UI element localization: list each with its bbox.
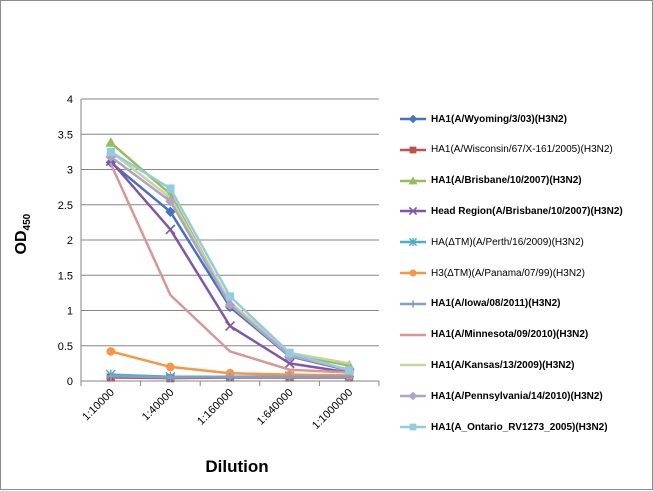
legend-swatch-marker xyxy=(408,175,418,184)
legend-item: HA1(A/Pennsylvania/14/2010)(H3N2) xyxy=(399,386,603,406)
legend-label: HA1(A/Minnesota/09/2010)(H3N2) xyxy=(431,329,589,341)
data-point xyxy=(225,372,235,382)
data-point xyxy=(224,320,236,332)
legend-swatch-marker xyxy=(408,238,418,247)
legend-label: Head Region(A/Brisbane/10/2007)(H3N2) xyxy=(431,205,623,217)
legend-swatch-marker xyxy=(408,207,418,216)
legend-label: HA1(A/Iowa/08/2011)(H3N2) xyxy=(431,298,561,310)
data-point xyxy=(106,147,115,156)
data-point xyxy=(285,348,294,357)
series-line xyxy=(109,161,351,372)
y-tick-label: 0.5 xyxy=(58,341,73,353)
legend-label: HA1(A/Brisbane/10/2007)(H3N2) xyxy=(431,175,582,187)
legend-label: HA1(A/Wyoming/3/03)(H3N2) xyxy=(431,113,567,125)
legend-label: HA1(A/Wisconsin/67/X-161/2005)(H3N2) xyxy=(431,144,613,156)
legend-swatch-marker xyxy=(409,423,417,431)
legend-item: Head Region(A/Brisbane/10/2007)(H3N2) xyxy=(399,201,623,221)
y-tick-label: 4 xyxy=(67,94,73,106)
legend-swatch-marker xyxy=(409,300,417,308)
legend-label: H3(ΔTM)(A/Panama/07/99)(H3N2) xyxy=(431,267,585,279)
data-point xyxy=(225,292,235,301)
x-tick-label: 1:1000000 xyxy=(310,387,355,432)
legend-swatch-marker xyxy=(409,146,417,154)
data-point xyxy=(106,371,116,381)
legend-swatch xyxy=(400,114,426,124)
legend-item: HA1(A/Kansas/13/2009)(H3N2) xyxy=(399,355,574,375)
legend-swatch xyxy=(400,391,426,401)
marker-x-stroke xyxy=(284,358,295,369)
y-tick-label: 3 xyxy=(67,165,73,177)
data-point xyxy=(105,137,117,147)
marker-x-stroke xyxy=(224,320,236,332)
x-tick-label: 1:40000 xyxy=(140,387,177,424)
x-tick-label: 1:160000 xyxy=(195,387,236,428)
y-axis-label: OD450 xyxy=(13,204,33,264)
legend-label: HA1(A/Pennsylvania/14/2010)(H3N2) xyxy=(431,390,603,402)
legend-item: HA(ΔTM)(A/Perth/16/2009)(H3N2) xyxy=(399,232,584,252)
data-point xyxy=(285,372,295,382)
legend-item: HA1(A/Iowa/08/2011)(H3N2) xyxy=(399,294,561,314)
y-tick-label: 0 xyxy=(67,376,73,388)
y-axis-label-subscript: 450 xyxy=(22,213,34,231)
legend-swatch xyxy=(400,333,426,336)
legend-item: HA1(A/Wyoming/3/03)(H3N2) xyxy=(399,109,567,129)
data-point xyxy=(345,366,354,375)
legend-swatch-marker xyxy=(409,269,417,277)
data-point xyxy=(106,347,116,356)
legend-swatch-marker xyxy=(408,114,418,124)
series-line xyxy=(109,141,351,367)
legend-swatch xyxy=(400,269,426,277)
legend-item: HA1(A/Brisbane/10/2007)(H3N2) xyxy=(399,171,582,191)
y-tick-label: 2.5 xyxy=(58,200,73,212)
y-tick-label: 2 xyxy=(67,235,73,247)
marker-x-stroke xyxy=(408,207,418,216)
legend-swatch xyxy=(400,238,426,247)
legend-label: HA1(A/Kansas/13/2009)(H3N2) xyxy=(431,359,575,371)
legend-label: HA(ΔTM)(A/Perth/16/2009)(H3N2) xyxy=(431,236,584,248)
data-point xyxy=(165,224,176,235)
data-point xyxy=(224,299,236,311)
marker-x-stroke xyxy=(165,224,176,235)
legend-swatch xyxy=(400,146,426,154)
data-point xyxy=(284,358,295,369)
legend-swatch xyxy=(400,207,426,216)
x-tick-label: 1:10000 xyxy=(80,387,117,424)
legend-item: HA1(A/Minnesota/09/2010)(H3N2) xyxy=(399,325,588,345)
legend-swatch-marker xyxy=(408,391,418,401)
legend-item: H3(ΔTM)(A/Panama/07/99)(H3N2) xyxy=(399,263,585,283)
y-tick-label: 1 xyxy=(67,306,73,318)
legend-item: HA1(A/Wisconsin/67/X-161/2005)(H3N2) xyxy=(399,140,613,160)
legend-swatch xyxy=(400,364,426,367)
x-axis-label: Dilution xyxy=(205,457,269,476)
legend-item: HA1(A_Ontario_RV1273_2005)(H3N2) xyxy=(399,417,608,437)
legend-label: HA1(A_Ontario_RV1273_2005)(H3N2) xyxy=(431,421,608,433)
data-point xyxy=(165,372,175,382)
y-tick-label: 3.5 xyxy=(58,129,73,141)
y-axis-label-text: OD xyxy=(12,230,30,255)
legend-swatch xyxy=(400,300,426,308)
series-line xyxy=(109,162,351,374)
data-point xyxy=(165,196,176,207)
data-point xyxy=(166,184,175,193)
y-tick-label: 1.5 xyxy=(58,270,73,282)
y-axis-label-container: OD450 xyxy=(5,206,45,266)
x-tick-label: 1:640000 xyxy=(255,387,296,428)
legend-swatch xyxy=(400,423,426,431)
data-point xyxy=(165,206,176,218)
series-line xyxy=(109,155,351,371)
legend-swatch xyxy=(400,175,426,184)
data-point xyxy=(166,362,175,372)
